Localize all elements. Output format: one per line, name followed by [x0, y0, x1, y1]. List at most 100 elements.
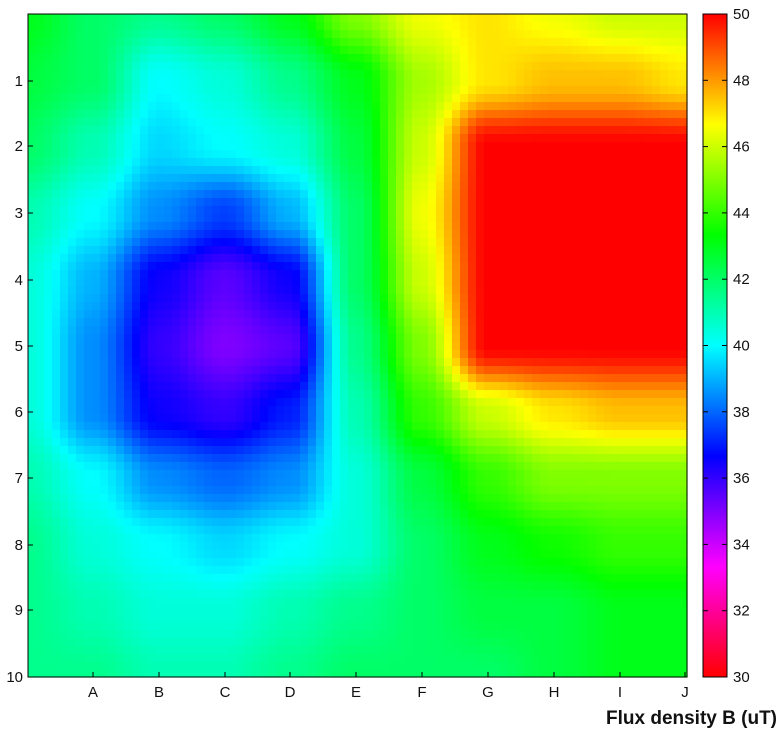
heatmap-cell: [668, 54, 677, 63]
heatmap-cell: [548, 102, 557, 111]
heatmap-cell: [172, 182, 181, 191]
heatmap-cell: [460, 430, 469, 439]
heatmap-cell: [140, 390, 149, 399]
heatmap-cell: [108, 30, 117, 39]
heatmap-cell: [180, 254, 189, 263]
heatmap-cell: [644, 430, 653, 439]
heatmap-cell: [284, 262, 293, 271]
heatmap-cell: [572, 150, 581, 159]
heatmap-cell: [564, 54, 573, 63]
heatmap-cell: [116, 406, 125, 415]
heatmap-cell: [52, 174, 61, 183]
heatmap-cell: [172, 70, 181, 79]
heatmap-cell: [52, 246, 61, 255]
heatmap-cell: [484, 326, 493, 335]
heatmap-cell: [476, 350, 485, 359]
heatmap-cell: [516, 358, 525, 367]
heatmap-cell: [572, 358, 581, 367]
heatmap-cell: [364, 54, 373, 63]
heatmap-cell: [236, 454, 245, 463]
heatmap-cell: [204, 406, 213, 415]
heatmap-cell: [444, 358, 453, 367]
heatmap-cell: [284, 470, 293, 479]
heatmap-cell: [204, 438, 213, 447]
heatmap-cell: [284, 302, 293, 311]
heatmap-cell: [516, 318, 525, 327]
heatmap-cell: [188, 150, 197, 159]
heatmap-cell: [260, 262, 269, 271]
heatmap-cell: [380, 150, 389, 159]
heatmap-cell: [140, 190, 149, 199]
heatmap-cell: [188, 118, 197, 127]
heatmap-cell: [540, 230, 549, 239]
heatmap-cell: [596, 230, 605, 239]
heatmap-cell: [372, 262, 381, 271]
heatmap-cell: [52, 254, 61, 263]
heatmap-cell: [292, 214, 301, 223]
heatmap-cell: [508, 462, 517, 471]
heatmap-cell: [484, 166, 493, 175]
heatmap-cell: [356, 350, 365, 359]
heatmap-cell: [428, 78, 437, 87]
heatmap-cell: [92, 190, 101, 199]
heatmap-cell: [540, 102, 549, 111]
heatmap-cell: [180, 470, 189, 479]
heatmap-cell: [140, 302, 149, 311]
heatmap-cell: [508, 118, 517, 127]
heatmap-cell: [364, 318, 373, 327]
heatmap-cell: [76, 414, 85, 423]
heatmap-cell: [620, 462, 629, 471]
heatmap-cell: [412, 246, 421, 255]
heatmap-cell: [124, 294, 133, 303]
heatmap-cell: [396, 110, 405, 119]
heatmap-cell: [572, 198, 581, 207]
heatmap-cell: [516, 430, 525, 439]
heatmap-cell: [252, 214, 261, 223]
heatmap-cell: [124, 318, 133, 327]
heatmap-cell: [212, 438, 221, 447]
heatmap-cell: [340, 150, 349, 159]
heatmap-cell: [356, 158, 365, 167]
heatmap-cell: [532, 262, 541, 271]
heatmap-cell: [596, 142, 605, 151]
heatmap-cell: [676, 118, 685, 127]
heatmap-cell: [684, 278, 688, 287]
heatmap-cell: [100, 390, 109, 399]
heatmap-cell: [284, 54, 293, 63]
heatmap-cell: [372, 254, 381, 263]
heatmap-cell: [636, 94, 645, 103]
heatmap-cell: [300, 230, 309, 239]
heatmap-cell: [28, 30, 37, 39]
heatmap-cell: [436, 446, 445, 455]
heatmap-cell: [252, 94, 261, 103]
heatmap-cell: [652, 70, 661, 79]
heatmap-cell: [236, 342, 245, 351]
heatmap-cell: [348, 94, 357, 103]
heatmap-cell: [220, 174, 229, 183]
heatmap-cell: [260, 350, 269, 359]
heatmap-cell: [228, 454, 237, 463]
heatmap-cell: [172, 214, 181, 223]
heatmap-cell: [564, 246, 573, 255]
heatmap-cell: [172, 398, 181, 407]
heatmap-cell: [332, 246, 341, 255]
heatmap-cell: [140, 470, 149, 479]
heatmap-cell: [236, 46, 245, 55]
heatmap-cell: [220, 374, 229, 383]
heatmap-cell: [252, 46, 261, 55]
heatmap-cell: [292, 294, 301, 303]
heatmap-cell: [76, 286, 85, 295]
heatmap-cell: [452, 334, 461, 343]
heatmap-cell: [300, 22, 309, 31]
heatmap-cell: [84, 22, 93, 31]
heatmap-cell: [548, 446, 557, 455]
heatmap-cell: [644, 374, 653, 383]
heatmap-cell: [428, 14, 437, 23]
heatmap-cell: [324, 430, 333, 439]
heatmap-cell: [364, 174, 373, 183]
heatmap-cell: [604, 174, 613, 183]
heatmap-cell: [324, 294, 333, 303]
heatmap-cell: [300, 118, 309, 127]
heatmap-cell: [500, 22, 509, 31]
heatmap-cell: [524, 102, 533, 111]
